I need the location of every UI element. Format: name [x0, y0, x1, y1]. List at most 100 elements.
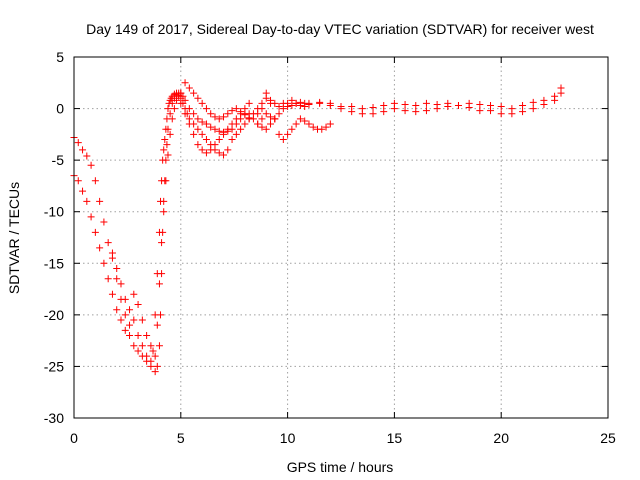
data-point — [151, 368, 159, 376]
data-point — [318, 125, 326, 133]
data-point — [487, 101, 495, 109]
data-point — [155, 280, 163, 288]
data-point — [337, 103, 345, 111]
chart-title: Day 149 of 2017, Sidereal Day-to-day VTE… — [86, 21, 594, 37]
data-point — [551, 92, 559, 100]
data-point — [284, 99, 292, 107]
data-point — [271, 99, 279, 107]
data-point — [198, 130, 206, 138]
data-point — [262, 89, 270, 97]
data-point — [130, 290, 138, 298]
data-point — [202, 149, 210, 157]
data-point — [91, 228, 99, 236]
data-point — [96, 244, 104, 252]
data-point — [185, 120, 193, 128]
data-point — [173, 96, 181, 104]
data-point — [444, 99, 452, 107]
data-point — [147, 362, 155, 370]
data-point — [237, 125, 245, 133]
y-axis-label: SDTVAR / TECUs — [6, 182, 22, 294]
data-point — [181, 96, 189, 104]
data-point — [147, 342, 155, 350]
data-point — [254, 110, 262, 118]
y-tick-label: -15 — [44, 255, 64, 271]
data-point — [454, 101, 462, 109]
y-tick-label: 0 — [56, 101, 64, 117]
data-point — [158, 270, 166, 278]
data-point — [301, 103, 309, 111]
data-point — [185, 105, 193, 113]
x-tick-label: 15 — [387, 430, 403, 446]
data-point — [258, 105, 266, 113]
data-point — [380, 101, 388, 109]
data-point — [157, 311, 165, 319]
data-point — [369, 110, 377, 118]
data-point — [162, 177, 170, 185]
data-point — [155, 342, 163, 350]
data-point — [275, 103, 283, 111]
data-point — [296, 98, 304, 106]
data-point — [380, 108, 388, 116]
data-point — [215, 149, 223, 157]
data-point — [113, 264, 121, 272]
data-point — [194, 125, 202, 133]
data-point — [412, 108, 420, 116]
data-point — [113, 275, 121, 283]
data-point — [254, 120, 262, 128]
data-point — [305, 120, 313, 128]
data-point — [220, 151, 228, 159]
data-point — [134, 301, 142, 309]
data-point — [138, 352, 146, 360]
data-point — [190, 89, 198, 97]
x-tick-label: 10 — [280, 430, 296, 446]
data-point — [79, 146, 87, 154]
data-point — [113, 306, 121, 314]
data-point — [207, 146, 215, 154]
data-point — [185, 84, 193, 92]
x-tick-label: 25 — [600, 430, 616, 446]
data-point — [322, 123, 330, 131]
data-point — [348, 103, 356, 111]
data-point — [198, 99, 206, 107]
data-point — [465, 99, 473, 107]
data-point — [224, 146, 232, 154]
data-point — [232, 130, 240, 138]
data-point — [104, 239, 112, 247]
series-branch-B — [70, 89, 279, 376]
data-point — [519, 101, 527, 109]
y-tick-label: -5 — [52, 152, 65, 168]
data-point — [159, 228, 167, 236]
y-tick-label: 5 — [56, 49, 64, 65]
data-point — [215, 115, 223, 123]
data-point — [100, 218, 108, 226]
data-point — [220, 113, 228, 121]
data-point — [143, 357, 151, 365]
data-point — [292, 99, 300, 107]
data-point — [215, 136, 223, 144]
y-tick-label: -20 — [44, 307, 64, 323]
data-point — [181, 79, 189, 87]
data-point — [245, 99, 253, 107]
data-point — [211, 125, 219, 133]
x-axis-label: GPS time / hours — [287, 459, 394, 475]
data-point — [170, 105, 178, 113]
data-point — [108, 290, 116, 298]
data-point — [301, 117, 309, 125]
data-point — [160, 208, 168, 216]
data-point — [177, 89, 185, 97]
data-point — [433, 100, 441, 108]
data-point — [153, 321, 161, 329]
data-point — [202, 136, 210, 144]
data-point — [126, 331, 134, 339]
data-point — [245, 115, 253, 123]
data-points — [70, 79, 565, 376]
data-point — [134, 331, 142, 339]
data-point — [168, 115, 176, 123]
data-point — [228, 120, 236, 128]
data-point — [275, 110, 283, 118]
data-point — [83, 197, 91, 205]
data-point — [401, 100, 409, 108]
data-point — [130, 342, 138, 350]
data-point — [164, 105, 172, 113]
data-point — [529, 98, 537, 106]
